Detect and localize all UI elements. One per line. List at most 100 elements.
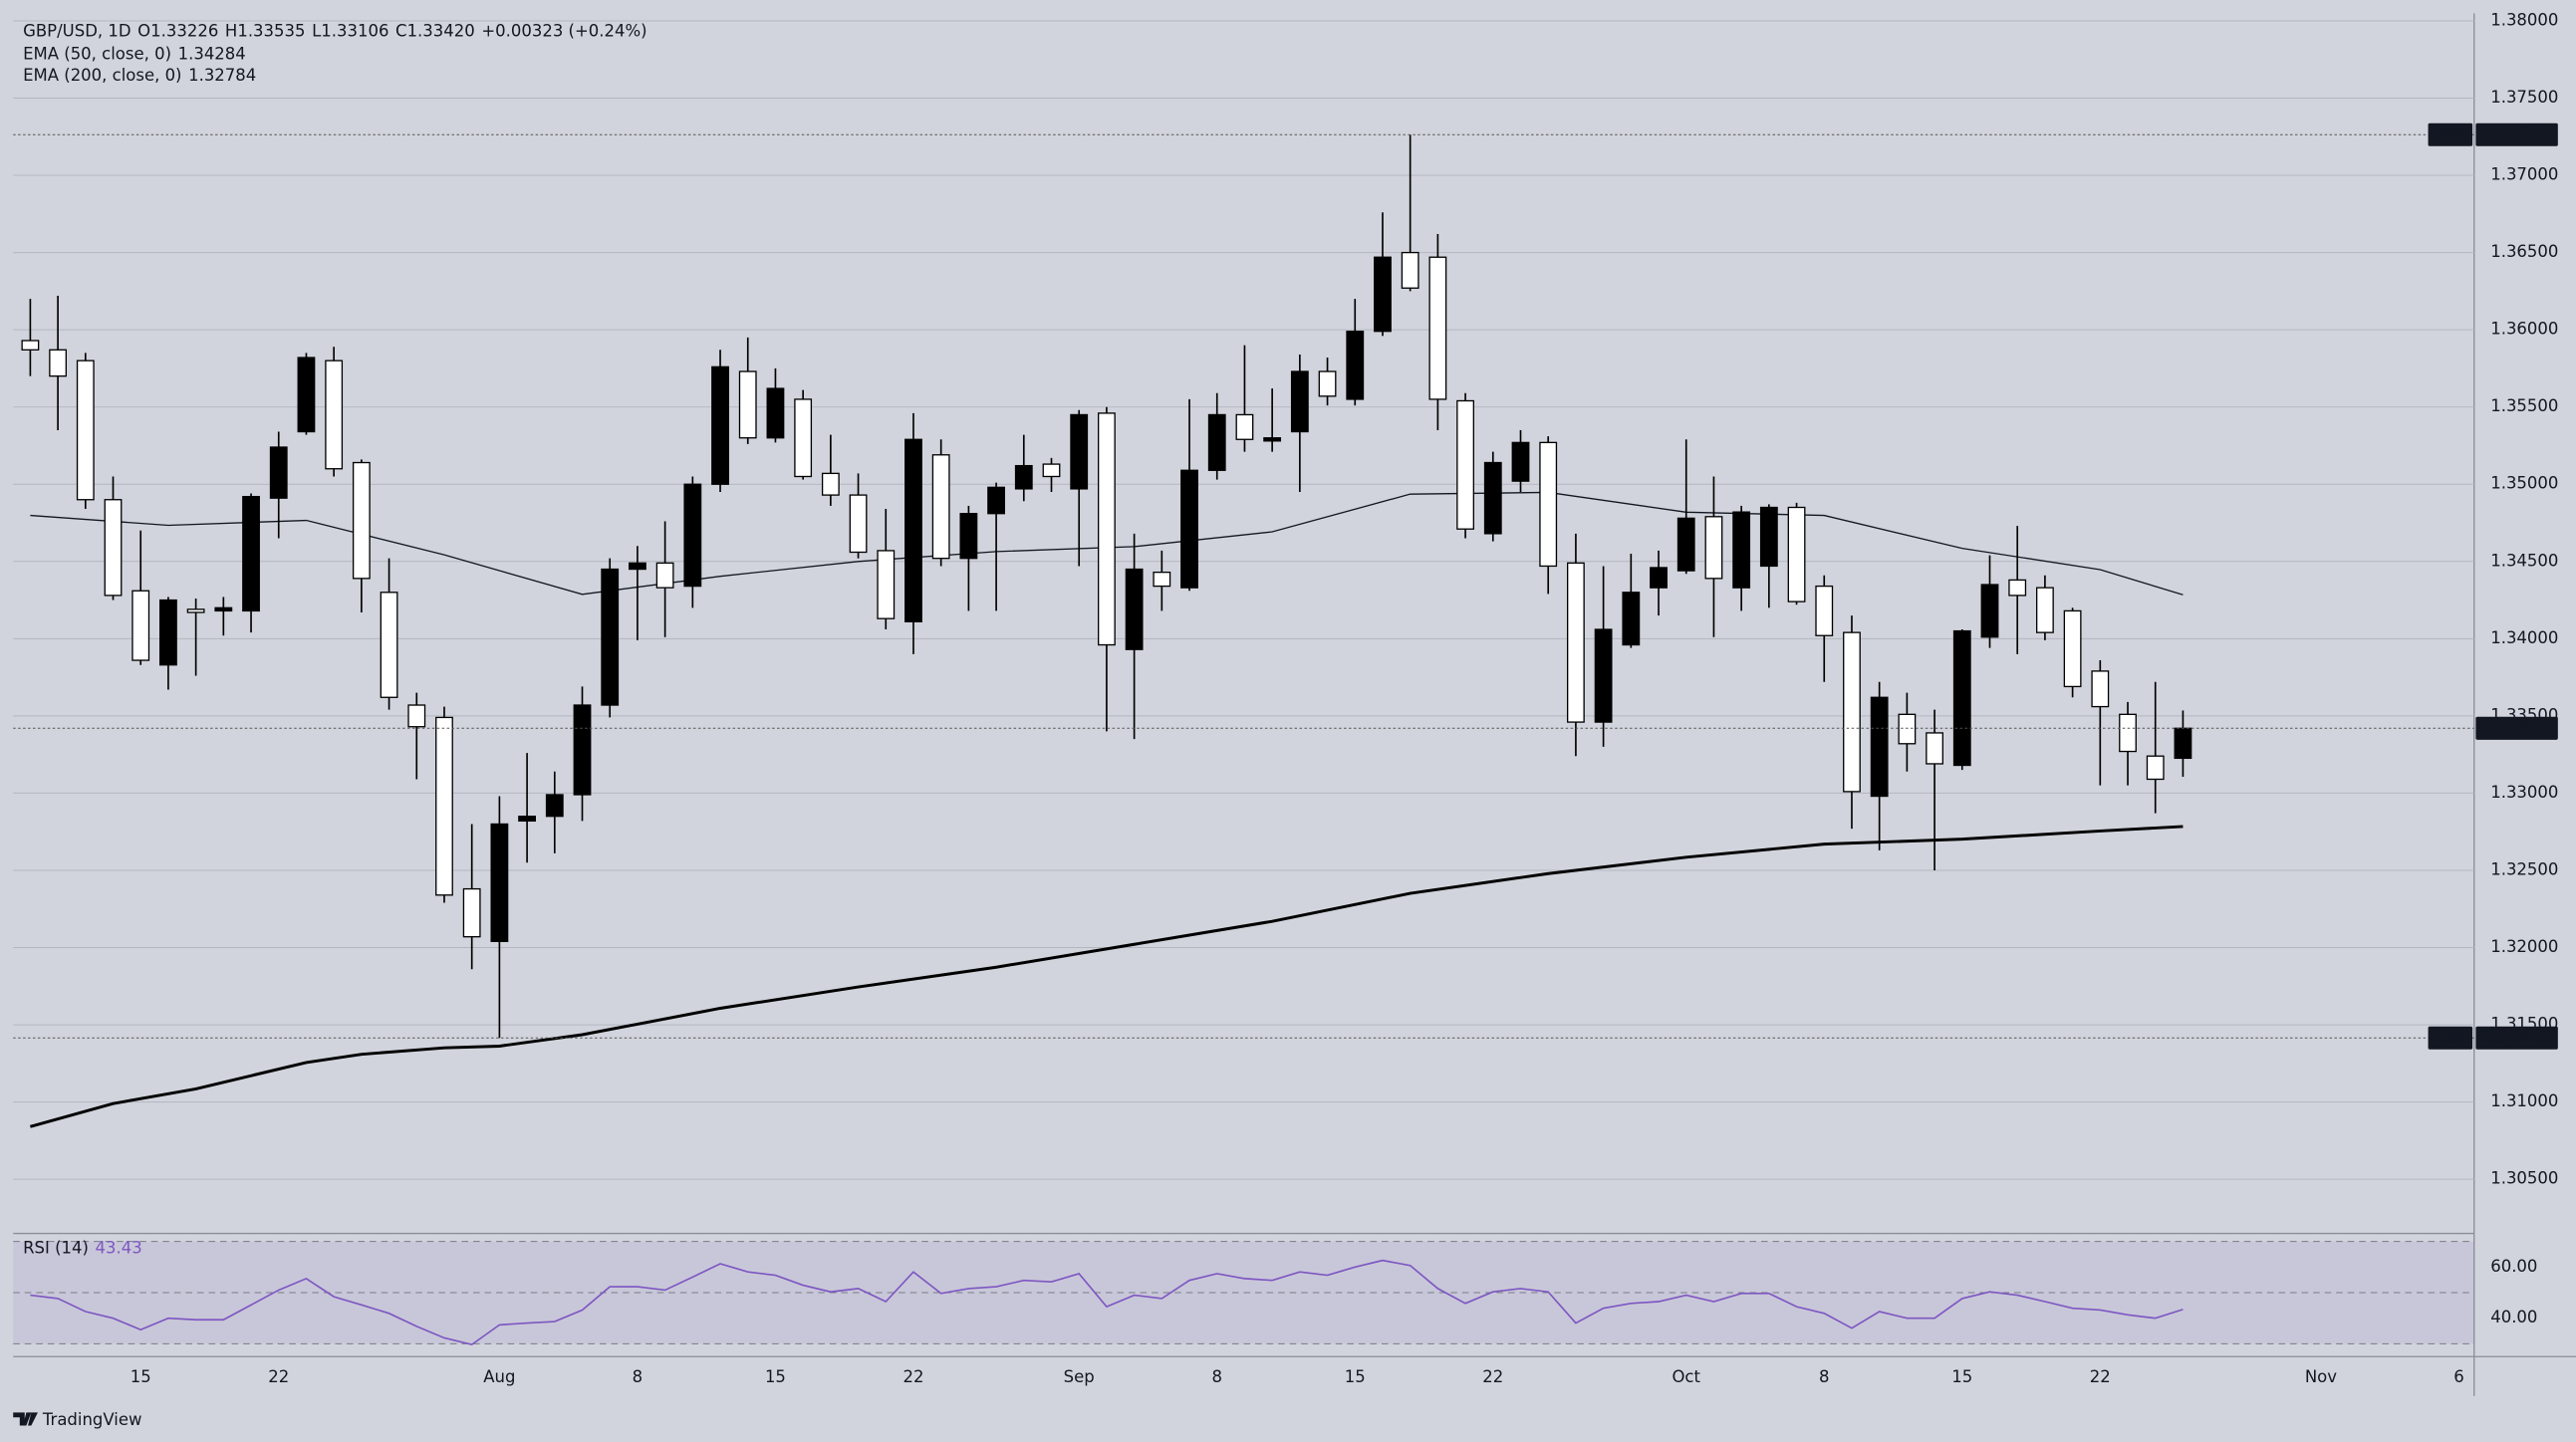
candle-body — [1594, 628, 1613, 723]
candle-body — [1070, 413, 1089, 490]
x-tick-label: Nov — [2305, 1367, 2337, 1386]
rsi-tick-label: 40.00 — [2490, 1308, 2537, 1326]
candle-body — [683, 483, 702, 588]
candle-body — [738, 370, 757, 439]
candle-body — [490, 823, 509, 942]
candle-body — [462, 887, 481, 938]
candle-body — [1511, 441, 1530, 482]
candle-body — [1263, 437, 1282, 442]
candle-body — [959, 513, 978, 560]
candle-body — [131, 590, 150, 661]
candle-body — [1456, 399, 1474, 530]
x-tick-label: 8 — [1819, 1367, 1830, 1386]
candle-body — [21, 340, 40, 351]
y-tick-label: 1.37500 — [2490, 88, 2558, 107]
x-tick-label: 15 — [130, 1367, 151, 1386]
candle-body — [1815, 585, 1834, 636]
candle-body — [1483, 461, 1502, 535]
y-tick-label: 1.37000 — [2490, 165, 2558, 184]
indicator-name: EMA (50, close, 0) — [23, 44, 171, 63]
last-price-label: 1.33420 — [2483, 718, 2551, 737]
candle-body — [1346, 331, 1365, 400]
ohlc-value: C1.33420 — [395, 21, 475, 40]
x-tick-label: 22 — [1482, 1367, 1503, 1386]
candle-body — [904, 438, 922, 622]
candle-body — [1207, 413, 1226, 471]
indicator-name: EMA (200, close, 0) — [23, 65, 181, 84]
candle-body — [1401, 251, 1419, 289]
candle-body — [186, 608, 205, 613]
candle-body — [1952, 629, 1971, 767]
x-tick-label: 22 — [2090, 1367, 2111, 1386]
candle-body — [1014, 464, 1033, 490]
marker-tag — [2428, 1026, 2473, 1050]
candle-body — [49, 349, 68, 377]
candle-body — [794, 398, 813, 478]
rsi-tick-label: 60.00 — [2490, 1257, 2537, 1276]
candle-body — [821, 472, 840, 496]
candle-body — [214, 606, 233, 612]
y-tick-label: 1.34000 — [2490, 628, 2558, 647]
marker-value-box — [2475, 1026, 2558, 1050]
x-tick-label: 15 — [1345, 1367, 1366, 1386]
marker-tag — [2428, 122, 2473, 146]
x-tick-label: Aug — [483, 1367, 515, 1386]
x-tick-label: 15 — [1951, 1367, 1972, 1386]
marker-label: High — [2432, 124, 2469, 143]
candle-body — [2146, 755, 2165, 781]
candle-body — [545, 794, 564, 818]
x-tick-label: Sep — [1064, 1367, 1095, 1386]
candle-body — [1732, 511, 1751, 589]
ohlc-value: O1.33226 — [137, 21, 218, 40]
candle-body — [242, 495, 260, 612]
y-tick-label: 1.32000 — [2490, 937, 2558, 956]
candle-body — [269, 446, 288, 499]
candle-body — [380, 592, 398, 698]
candle-body — [1098, 412, 1116, 646]
indicator-value: 1.32784 — [188, 65, 256, 84]
candle-body — [1180, 469, 1198, 589]
candle-body — [1650, 567, 1668, 589]
candle-body — [573, 704, 592, 796]
last-price-box — [2475, 716, 2558, 740]
candle-body — [1125, 568, 1144, 650]
y-tick-label: 1.31000 — [2490, 1091, 2558, 1110]
y-tick-label: 1.35000 — [2490, 474, 2558, 493]
candle-body — [1843, 631, 1861, 793]
rsi-title: RSI (14) — [23, 1238, 89, 1257]
x-tick-label: Oct — [1672, 1367, 1700, 1386]
x-tick-label: 8 — [1211, 1367, 1222, 1386]
candle-body — [1898, 713, 1917, 745]
ohlc-value: +0.00323 (+0.24%) — [481, 21, 646, 40]
candle-body — [2063, 609, 2082, 688]
candle-body — [352, 461, 371, 580]
indicator-legend: EMA (200, close, 0) 1.32784 — [23, 65, 256, 84]
tradingview-logo: TradingView — [13, 1410, 142, 1429]
candle-body — [325, 360, 344, 470]
candle-body — [1870, 696, 1889, 798]
candle-body — [1290, 370, 1309, 433]
rsi-line — [30, 1259, 2184, 1346]
candle-body — [1539, 441, 1558, 568]
y-tick-label: 1.34500 — [2490, 551, 2558, 570]
candle-body — [1318, 370, 1337, 397]
x-tick-label: 22 — [902, 1367, 923, 1386]
rsi-value: 43.43 — [96, 1238, 142, 1257]
symbol: GBP/USD, 1D — [23, 21, 130, 40]
x-tick-label: 22 — [268, 1367, 289, 1386]
x-tick-label: 15 — [765, 1367, 786, 1386]
candle-body — [1567, 562, 1585, 723]
ohlc-value: H1.33535 — [225, 21, 306, 40]
candle-body — [1980, 584, 1999, 638]
candle-body — [711, 365, 729, 485]
y-tick-label: 1.35500 — [2490, 396, 2558, 415]
candle-body — [877, 550, 896, 619]
y-tick-label: 1.30500 — [2490, 1169, 2558, 1188]
y-tick-label: 1.36000 — [2490, 320, 2558, 339]
candle-body — [1153, 571, 1171, 588]
candle-body — [2008, 579, 2027, 597]
candle-body — [297, 357, 316, 433]
ohlc-value: L1.33106 — [312, 21, 388, 40]
candle-body — [1622, 592, 1641, 646]
